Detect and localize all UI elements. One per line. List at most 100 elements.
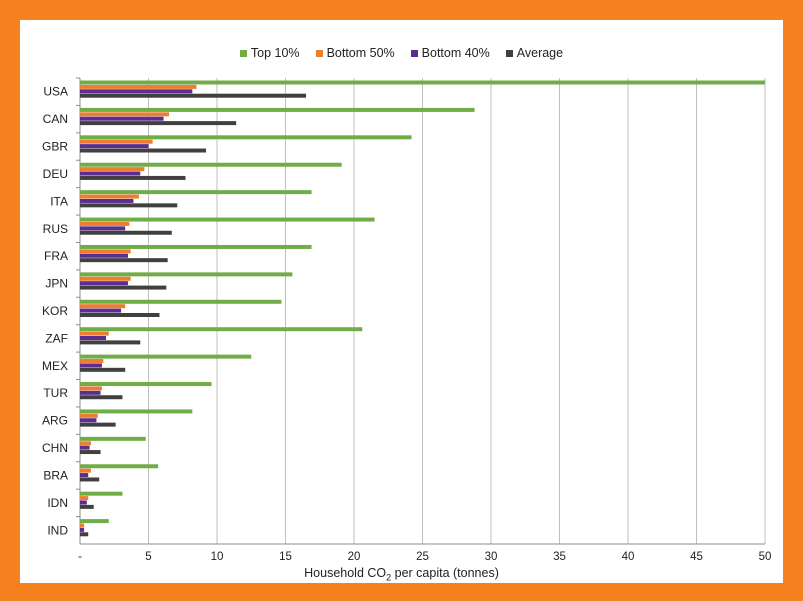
- bar-bottom-50-chn: [80, 441, 91, 446]
- bar-average-jpn: [80, 285, 167, 290]
- x-tick-label: 45: [690, 551, 703, 563]
- legend-swatch-average: [505, 49, 513, 57]
- bar-bottom-50-bra: [80, 468, 91, 473]
- y-category-label: TUR: [43, 386, 68, 400]
- x-tick-label: 20: [348, 551, 361, 563]
- bar-average-usa: [80, 93, 307, 98]
- x-tick-label: 5: [145, 551, 151, 563]
- bar-average-ita: [80, 203, 178, 208]
- bar-bottom-50-jpn: [80, 276, 131, 281]
- legend-label-bottom-50: Bottom 50%: [326, 46, 395, 60]
- bar-top-10-fra: [80, 244, 312, 249]
- chart-legend: Top 10% Bottom 50% Bottom 40% Average: [20, 46, 783, 60]
- legend-swatch-bottom-50: [315, 49, 323, 57]
- bar-bottom-40-idn: [80, 500, 87, 505]
- bar-bottom-40-can: [80, 116, 164, 121]
- bar-bottom-40-usa: [80, 89, 193, 94]
- legend-item-average: Average: [505, 46, 564, 60]
- legend-swatch-top-10: [239, 49, 247, 57]
- y-category-label: ITA: [50, 194, 68, 208]
- bar-bottom-40-ita: [80, 198, 134, 203]
- bar-average-chn: [80, 450, 101, 455]
- x-tick-label: 25: [416, 551, 429, 563]
- bar-average-gbr: [80, 148, 207, 153]
- bar-bottom-40-jpn: [80, 281, 128, 286]
- y-category-label: KOR: [42, 304, 68, 318]
- legend-label-average: Average: [516, 46, 564, 60]
- y-category-label: ARG: [42, 414, 68, 428]
- bar-bottom-40-deu: [80, 171, 141, 176]
- bar-top-10-deu: [80, 162, 342, 167]
- y-category-label: JPN: [45, 277, 68, 291]
- bar-bottom-40-mex: [80, 363, 102, 368]
- bar-bottom-50-arg: [80, 413, 98, 418]
- bar-bottom-40-bra: [80, 473, 89, 478]
- y-category-label: USA: [43, 85, 68, 99]
- bar-bottom-50-ind: [80, 523, 85, 528]
- bar-bottom-50-fra: [80, 249, 131, 254]
- y-category-label: GBR: [42, 140, 68, 154]
- x-tick-label: 40: [622, 551, 635, 563]
- bar-bottom-50-usa: [80, 84, 197, 89]
- bar-average-zaf: [80, 340, 141, 345]
- bar-bottom-40-zaf: [80, 336, 107, 341]
- bar-average-deu: [80, 175, 186, 180]
- bar-average-rus: [80, 230, 172, 235]
- legend-item-bottom-40: Bottom 40%: [410, 46, 490, 60]
- bar-bottom-40-rus: [80, 226, 126, 231]
- bar-average-ind: [80, 532, 89, 537]
- x-tick-label: 10: [211, 551, 224, 563]
- bar-bottom-50-ita: [80, 194, 139, 199]
- bar-top-10-mex: [80, 354, 252, 359]
- bar-top-10-usa: [80, 80, 765, 85]
- bar-average-tur: [80, 395, 123, 400]
- y-category-label: DEU: [43, 167, 68, 181]
- bar-bottom-50-mex: [80, 359, 104, 364]
- bar-bottom-40-tur: [80, 390, 101, 395]
- x-tick-label: -: [78, 551, 82, 563]
- bar-top-10-jpn: [80, 272, 293, 277]
- y-category-label: IDN: [47, 496, 68, 510]
- bar-bottom-50-gbr: [80, 139, 153, 144]
- bar-top-10-can: [80, 107, 475, 112]
- bar-bottom-40-kor: [80, 308, 122, 313]
- bar-average-arg: [80, 422, 116, 427]
- bar-bottom-50-idn: [80, 496, 89, 501]
- bar-bottom-50-tur: [80, 386, 102, 391]
- bar-bottom-50-zaf: [80, 331, 109, 336]
- y-category-label: MEX: [42, 359, 68, 373]
- bar-top-10-gbr: [80, 135, 412, 140]
- bar-top-10-chn: [80, 436, 146, 441]
- x-axis-title-main: Household CO: [304, 566, 387, 580]
- legend-label-bottom-40: Bottom 40%: [421, 46, 490, 60]
- bar-bottom-40-ind: [80, 527, 85, 532]
- bar-bottom-40-fra: [80, 253, 128, 258]
- bar-chart-svg: - 5 10 15 20 25 30 35 40 45 50 USA CAN GBR DEU ITA RUS FR…: [42, 77, 771, 563]
- legend-swatch-bottom-40: [410, 49, 418, 57]
- y-category-label: CAN: [43, 112, 68, 126]
- bar-bottom-40-arg: [80, 418, 97, 423]
- bar-bottom-40-gbr: [80, 144, 149, 149]
- x-axis-title: Household CO2 per capita (tonnes): [20, 566, 783, 583]
- y-category-label: ZAF: [45, 331, 68, 345]
- bar-bottom-50-can: [80, 112, 170, 117]
- bar-bottom-40-chn: [80, 445, 90, 450]
- bar-top-10-kor: [80, 299, 282, 304]
- y-category-label: IND: [47, 523, 68, 537]
- bar-average-fra: [80, 258, 168, 263]
- y-category-label: RUS: [43, 222, 68, 236]
- chart-panel: Top 10% Bottom 50% Bottom 40% Average - 5…: [20, 20, 783, 583]
- bar-top-10-bra: [80, 464, 159, 469]
- bar-top-10-idn: [80, 491, 123, 496]
- bar-bottom-50-rus: [80, 221, 130, 226]
- bar-average-kor: [80, 312, 160, 317]
- bar-top-10-tur: [80, 382, 212, 387]
- x-axis-title-subscript: 2: [386, 572, 392, 583]
- bar-average-mex: [80, 367, 126, 372]
- y-category-label: CHN: [42, 441, 68, 455]
- legend-item-top-10: Top 10%: [239, 46, 300, 60]
- bar-average-bra: [80, 477, 100, 482]
- legend-label-top-10: Top 10%: [250, 46, 300, 60]
- bar-top-10-zaf: [80, 327, 363, 332]
